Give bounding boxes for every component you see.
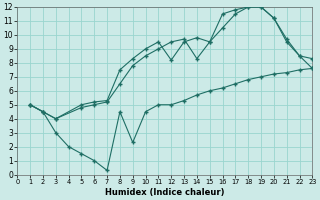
X-axis label: Humidex (Indice chaleur): Humidex (Indice chaleur) — [105, 188, 225, 197]
